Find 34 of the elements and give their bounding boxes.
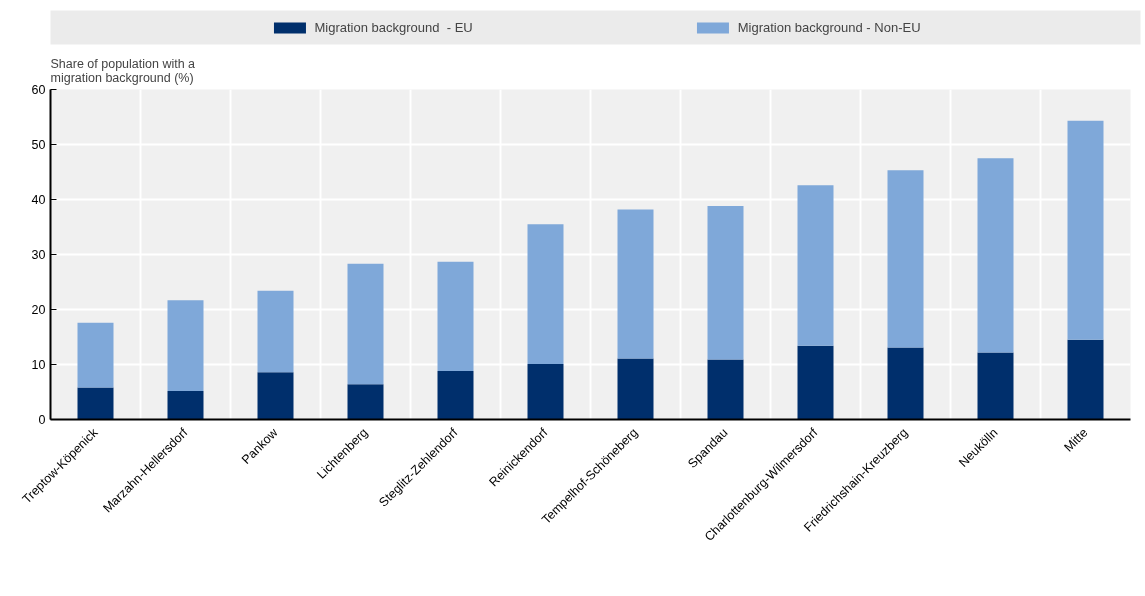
bar: [437, 261, 474, 372]
bar: [977, 158, 1014, 353]
bar: [797, 185, 834, 346]
y-tick-label: 30: [31, 248, 46, 262]
bar: [707, 206, 744, 360]
bar: [257, 372, 294, 420]
bar: [617, 358, 654, 420]
bar: [167, 390, 204, 420]
bar: [797, 345, 834, 420]
bar: [527, 363, 564, 420]
bar: [77, 387, 114, 420]
bar: [707, 359, 744, 420]
bar: [1067, 339, 1104, 420]
bar: [77, 322, 114, 388]
legend-label: Migration background - EU: [314, 19, 473, 35]
bar: [887, 347, 924, 420]
bar: [887, 170, 924, 348]
bar: [1067, 120, 1104, 340]
bar: [437, 371, 474, 420]
y-tick-label: 40: [31, 193, 46, 207]
bar: [617, 209, 654, 359]
bar: [977, 352, 1014, 420]
y-tick-label: 50: [31, 138, 46, 152]
y-axis-title: Share of population with a migration background (%): [50, 56, 196, 85]
legend-label: Migration background - Non-EU: [737, 19, 921, 35]
y-tick-label: 0: [38, 413, 46, 427]
bar: [347, 384, 384, 420]
bar: [527, 224, 564, 364]
y-tick-label: 20: [31, 303, 46, 317]
bar: [257, 290, 294, 373]
y-tick-label: 60: [31, 83, 46, 97]
y-tick-label: 10: [31, 358, 46, 372]
bar: [167, 300, 204, 391]
bar: [347, 263, 384, 385]
